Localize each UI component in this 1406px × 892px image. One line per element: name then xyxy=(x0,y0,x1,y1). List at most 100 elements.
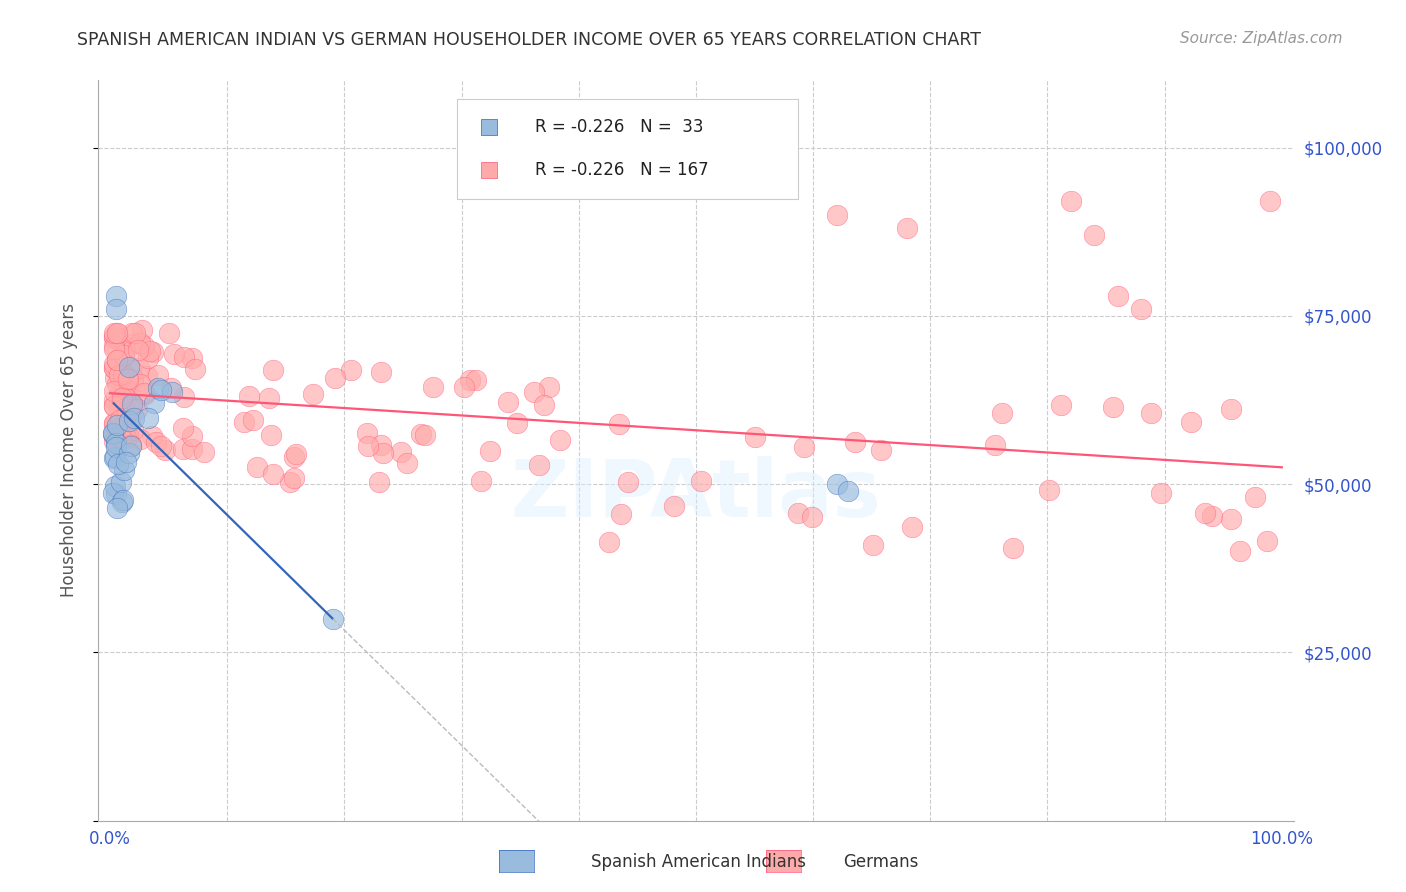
Point xyxy=(598,535,620,549)
Point xyxy=(1194,506,1216,520)
Point xyxy=(118,381,141,395)
Point xyxy=(101,425,124,440)
Point xyxy=(129,432,152,446)
Point xyxy=(112,348,135,362)
Point xyxy=(112,462,135,476)
Point xyxy=(143,396,166,410)
Point xyxy=(991,406,1014,420)
Point xyxy=(160,385,183,400)
Point xyxy=(103,479,125,493)
Point xyxy=(173,350,195,364)
Point xyxy=(340,363,363,377)
Point xyxy=(862,538,884,552)
Point xyxy=(1038,483,1060,497)
Point xyxy=(1150,486,1173,500)
Point xyxy=(111,495,134,509)
Point xyxy=(163,347,186,361)
Point xyxy=(117,372,139,386)
Point xyxy=(825,477,848,491)
Text: R = -0.226   N = 167: R = -0.226 N = 167 xyxy=(534,161,709,179)
Y-axis label: Householder Income Over 65 years: Householder Income Over 65 years xyxy=(59,303,77,598)
Point xyxy=(104,450,127,464)
Point xyxy=(464,373,486,387)
Point xyxy=(120,398,142,412)
Point xyxy=(111,424,134,438)
Point xyxy=(103,339,125,353)
Point xyxy=(1083,228,1105,243)
Point xyxy=(103,450,125,465)
Point xyxy=(107,353,129,368)
Point xyxy=(136,351,159,366)
Point xyxy=(527,458,550,473)
Point xyxy=(302,387,325,401)
Point xyxy=(370,365,392,379)
Point xyxy=(142,345,165,359)
Point xyxy=(284,447,307,461)
Point xyxy=(103,357,125,371)
Point xyxy=(121,336,143,351)
Point xyxy=(1001,541,1024,555)
Point xyxy=(896,221,918,235)
Point xyxy=(793,440,815,454)
Point xyxy=(118,446,141,460)
Point xyxy=(389,445,412,459)
Point xyxy=(112,383,135,397)
Point xyxy=(482,814,505,828)
Point xyxy=(107,458,129,472)
Point xyxy=(110,394,132,409)
Point xyxy=(409,426,432,441)
Point xyxy=(1256,533,1278,548)
Point xyxy=(127,401,149,416)
Point xyxy=(103,426,125,441)
Point xyxy=(825,208,848,222)
Point xyxy=(105,440,128,454)
Point xyxy=(112,350,135,364)
Point xyxy=(242,413,264,427)
Point xyxy=(103,342,125,356)
Point xyxy=(148,368,170,383)
Point xyxy=(139,343,162,358)
Point xyxy=(122,423,145,437)
Point xyxy=(128,360,150,375)
Point xyxy=(117,407,139,421)
Point xyxy=(121,399,143,413)
Point xyxy=(1107,288,1129,302)
Point xyxy=(260,428,283,442)
Point xyxy=(1220,402,1243,417)
Point xyxy=(370,438,392,452)
Point xyxy=(368,475,391,490)
Point xyxy=(141,429,163,443)
Point xyxy=(136,411,159,425)
Point xyxy=(157,326,180,340)
Point xyxy=(1130,302,1153,317)
Point xyxy=(110,419,132,434)
Point xyxy=(1220,512,1243,526)
Point xyxy=(120,438,142,452)
Point xyxy=(104,436,127,450)
Point xyxy=(107,500,129,515)
Point xyxy=(262,362,284,376)
Point xyxy=(523,385,546,400)
Point xyxy=(607,417,630,431)
Point xyxy=(103,329,125,343)
Point xyxy=(415,427,437,442)
Point xyxy=(356,426,378,441)
Point xyxy=(105,326,128,341)
Point xyxy=(115,391,138,405)
Point xyxy=(105,353,128,368)
Point xyxy=(844,435,866,450)
Point xyxy=(1244,490,1267,504)
Point xyxy=(869,443,891,458)
Point xyxy=(110,475,132,490)
Point xyxy=(470,474,492,488)
Point xyxy=(837,483,859,498)
Point xyxy=(690,474,713,488)
Point xyxy=(193,445,215,459)
Point xyxy=(103,330,125,344)
Point xyxy=(121,326,143,340)
Point xyxy=(422,379,444,393)
Point xyxy=(122,410,145,425)
Point xyxy=(1201,509,1223,524)
Point xyxy=(117,428,139,442)
Point xyxy=(114,341,136,355)
